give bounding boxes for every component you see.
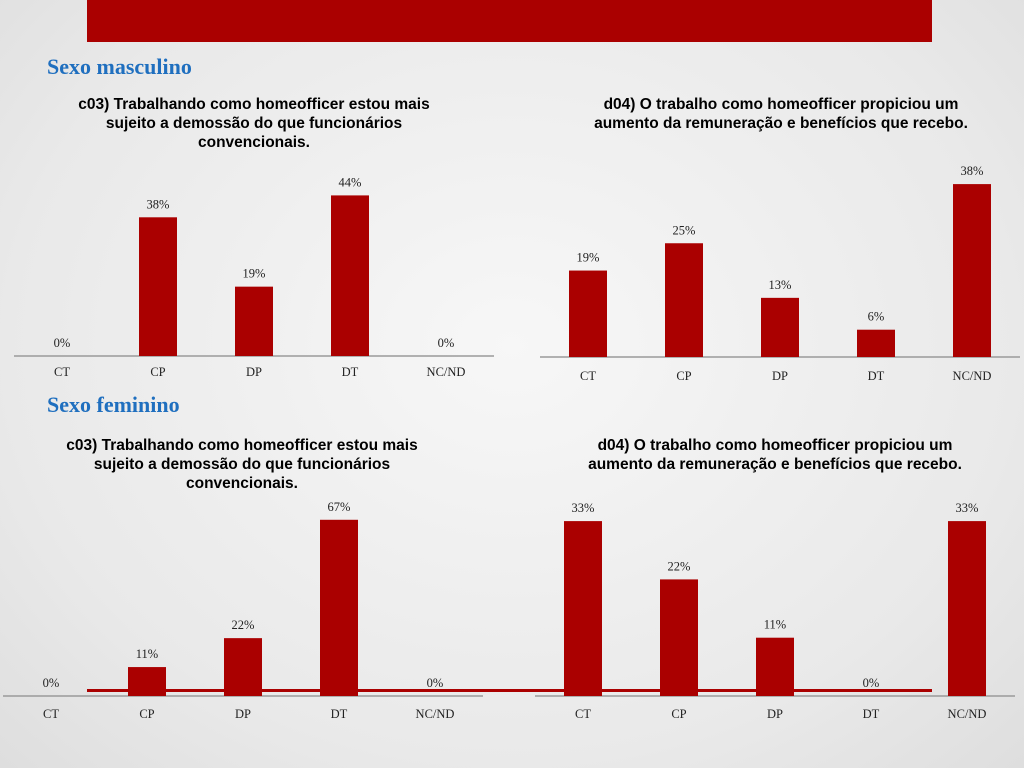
category-tick-label: DT: [331, 707, 348, 721]
category-tick-label: CT: [580, 369, 596, 383]
data-label: 0%: [427, 676, 444, 690]
category-tick-label: CP: [676, 369, 691, 383]
category-tick-label: DT: [863, 707, 880, 721]
bar-dp: [761, 297, 799, 357]
section-title-male: Sexo masculino: [47, 54, 192, 79]
bar-cp: [660, 579, 698, 696]
category-tick-label: NC/ND: [427, 365, 466, 379]
section-title-female: Sexo feminino: [47, 392, 180, 417]
data-label: 33%: [572, 501, 595, 515]
bar-cp: [665, 243, 703, 357]
data-label: 44%: [339, 175, 362, 189]
category-tick-label: CP: [139, 707, 154, 721]
data-label: 19%: [577, 251, 600, 265]
category-tick-label: NC/ND: [948, 707, 987, 721]
data-label: 0%: [54, 336, 71, 350]
category-tick-label: DT: [868, 369, 885, 383]
chart-title-female-c03: c03) Trabalhando como homeofficer estou …: [66, 437, 418, 492]
bar-dp: [756, 637, 794, 696]
data-label: 13%: [769, 278, 792, 292]
category-tick-label: CT: [575, 707, 591, 721]
data-label: 33%: [956, 501, 979, 515]
category-tick-label: CP: [671, 707, 686, 721]
chart-title-male-c03: c03) Trabalhando como homeofficer estou …: [78, 96, 430, 151]
data-label: 0%: [863, 676, 880, 690]
data-label: 22%: [668, 559, 691, 573]
data-label: 67%: [328, 500, 351, 514]
bar-dp: [235, 286, 273, 356]
bar-cp: [139, 217, 177, 356]
bar-dt: [320, 519, 358, 696]
data-label: 22%: [232, 618, 255, 632]
top-banner: [87, 0, 932, 42]
data-label: 19%: [243, 267, 266, 281]
category-tick-label: DP: [246, 365, 262, 379]
bar-ct: [569, 270, 607, 357]
chart-title-female-d04: d04) O trabalho como homeofficer propici…: [588, 437, 962, 473]
bar-ncnd: [948, 521, 986, 696]
chart-title-male-d04: d04) O trabalho como homeofficer propici…: [594, 96, 968, 132]
data-label: 38%: [961, 164, 984, 178]
bar-ncnd: [953, 184, 991, 357]
data-label: 0%: [438, 336, 455, 350]
bar-dp: [224, 638, 262, 696]
bar-dt: [857, 329, 895, 357]
data-label: 25%: [673, 223, 696, 237]
data-label: 11%: [136, 647, 158, 661]
data-label: 38%: [147, 197, 170, 211]
red-baseline-rule: [87, 689, 932, 692]
data-label: 11%: [764, 618, 786, 632]
data-label: 0%: [43, 676, 60, 690]
category-tick-label: DT: [342, 365, 359, 379]
bar-ct: [564, 521, 602, 696]
category-tick-label: DP: [772, 369, 788, 383]
category-tick-label: CT: [43, 707, 59, 721]
category-tick-label: NC/ND: [416, 707, 455, 721]
category-tick-label: CT: [54, 365, 70, 379]
category-tick-label: DP: [235, 707, 251, 721]
category-tick-label: NC/ND: [953, 369, 992, 383]
category-tick-label: DP: [767, 707, 783, 721]
data-label: 6%: [868, 310, 885, 324]
bar-dt: [331, 195, 369, 356]
category-tick-label: CP: [150, 365, 165, 379]
